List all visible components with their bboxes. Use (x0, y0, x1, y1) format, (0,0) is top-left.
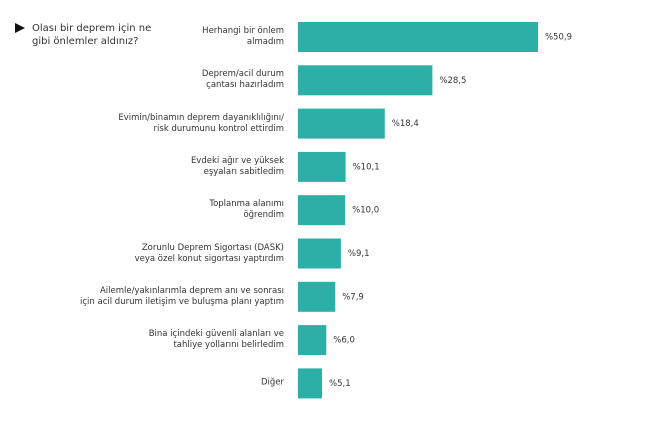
value-label: %9,1 (348, 249, 370, 259)
category-label: Toplanma alanımı öğrendim (209, 199, 284, 221)
chart-title: Olası bir deprem için ne gibi önlemler a… (32, 23, 152, 47)
category-label: Evimin/binamın deprem dayanıklılığını/ r… (118, 112, 284, 134)
value-label: %7,9 (342, 292, 364, 302)
bar (298, 238, 341, 269)
bar (298, 281, 336, 312)
category-label: Ailemle/yakınlarımla deprem anı ve sonra… (80, 285, 284, 307)
value-label: %18,4 (392, 119, 419, 129)
bar (298, 195, 346, 226)
bar (298, 65, 433, 96)
category-label: Herhangi bir önlem almadım (202, 26, 284, 47)
value-label: %6,0 (333, 336, 355, 346)
value-label: %28,5 (439, 76, 466, 86)
category-label: Bina içindeki güvenli alanları ve tahliy… (148, 329, 284, 351)
value-label: %5,1 (329, 379, 351, 389)
value-label: %50,9 (545, 33, 572, 43)
category-label: Evdeki ağır ve yüksek eşyaları sabitledi… (190, 155, 284, 177)
bar (298, 108, 385, 139)
category-label: Diğer (260, 377, 284, 388)
arrow-icon (15, 23, 25, 33)
bar (298, 151, 346, 182)
bar (298, 325, 327, 356)
value-label: %10,1 (353, 162, 380, 172)
bar (298, 22, 538, 52)
value-label: %10,0 (352, 206, 379, 216)
category-label: Deprem/acil durum çantası hazırladım (201, 69, 284, 91)
category-label: Zorunlu Deprem Sigortası (DASK) veya öze… (134, 242, 284, 264)
bar (298, 368, 323, 399)
